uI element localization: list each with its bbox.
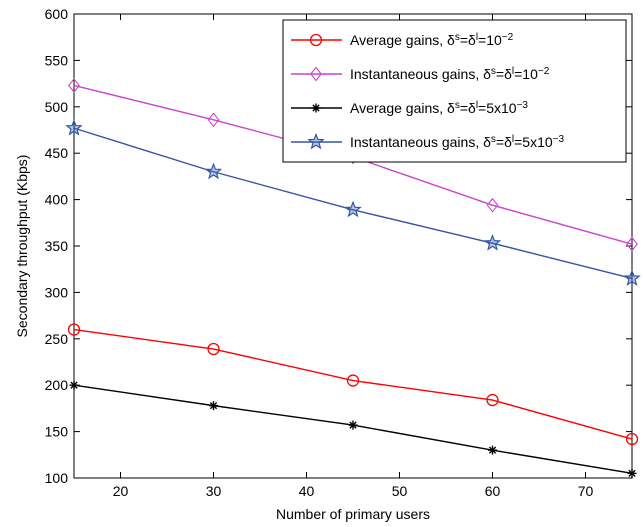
x-tick-label: 40 [299, 483, 315, 499]
data-point [626, 236, 638, 252]
legend-label: Instantaneous gains, δs=δl=10−2 [350, 66, 550, 83]
data-point [486, 197, 499, 213]
legend-entry: Average gains, δs=δl=5x10−3 [291, 100, 528, 117]
x-tick-label: 20 [113, 483, 129, 499]
series-4 [65, 118, 641, 286]
y-tick-label: 150 [45, 424, 69, 440]
x-tick-label: 70 [578, 483, 594, 499]
axis-ticks: 20 30 40 50 60 70 100 150 200 250 300 350 400 450 500 5… [45, 6, 632, 499]
data-point [625, 432, 639, 446]
data-point [67, 323, 81, 336]
data-point [204, 162, 223, 180]
legend-entry: Instantaneous gains, δs=δl=10−2 [291, 66, 550, 83]
series-3 [69, 380, 637, 478]
x-axis-label: Number of primary users [276, 506, 430, 522]
legend-box [282, 19, 627, 163]
data-point [311, 103, 321, 113]
y-tick-label: 350 [45, 238, 69, 254]
series-line [73, 328, 633, 440]
data-point [486, 393, 499, 407]
legend-label: Instantaneous gains, δs=δl=5x10−3 [350, 134, 565, 151]
x-tick-label: 50 [392, 483, 408, 499]
series-1 [67, 323, 639, 446]
data-point [69, 380, 79, 390]
legend-entry: Instantaneous gains, δs=δl=5x10−3 [291, 132, 565, 151]
x-tick-label: 30 [206, 483, 222, 499]
y-tick-label: 500 [45, 99, 69, 115]
data-point [307, 132, 325, 150]
data-point [207, 342, 220, 356]
data-point [488, 445, 497, 455]
y-tick-label: 600 [45, 6, 69, 22]
data-point [348, 420, 358, 430]
y-tick-label: 250 [45, 331, 69, 347]
y-tick-label: 400 [45, 192, 69, 208]
legend-label: Average gains, δs=δl=5x10−3 [350, 100, 528, 117]
series-line [73, 127, 633, 280]
data-point [346, 374, 360, 387]
y-tick-label: 300 [45, 284, 69, 300]
data-point [209, 401, 218, 411]
x-tick-label: 60 [485, 483, 501, 499]
legend-label: Average gains, δs=δl=10−2 [350, 32, 514, 49]
data-point [344, 200, 362, 218]
y-tick-label: 100 [45, 470, 69, 486]
y-tick-label: 200 [45, 377, 69, 393]
data-point [627, 468, 637, 478]
legend: Average gains, δs=δl=10−2 Instantaneous g… [282, 19, 627, 163]
y-tick-label: 550 [45, 52, 69, 68]
data-point [623, 269, 641, 286]
data-point [310, 66, 322, 82]
data-point [483, 234, 502, 251]
y-tick-label: 450 [45, 145, 69, 161]
legend-entry: Average gains, δs=δl=10−2 [291, 32, 514, 49]
data-point [68, 78, 80, 93]
data-point [207, 112, 220, 128]
data-point [65, 118, 83, 136]
data-point [309, 33, 323, 47]
y-axis-label: Secondary throughput (Kbps) [14, 155, 30, 338]
